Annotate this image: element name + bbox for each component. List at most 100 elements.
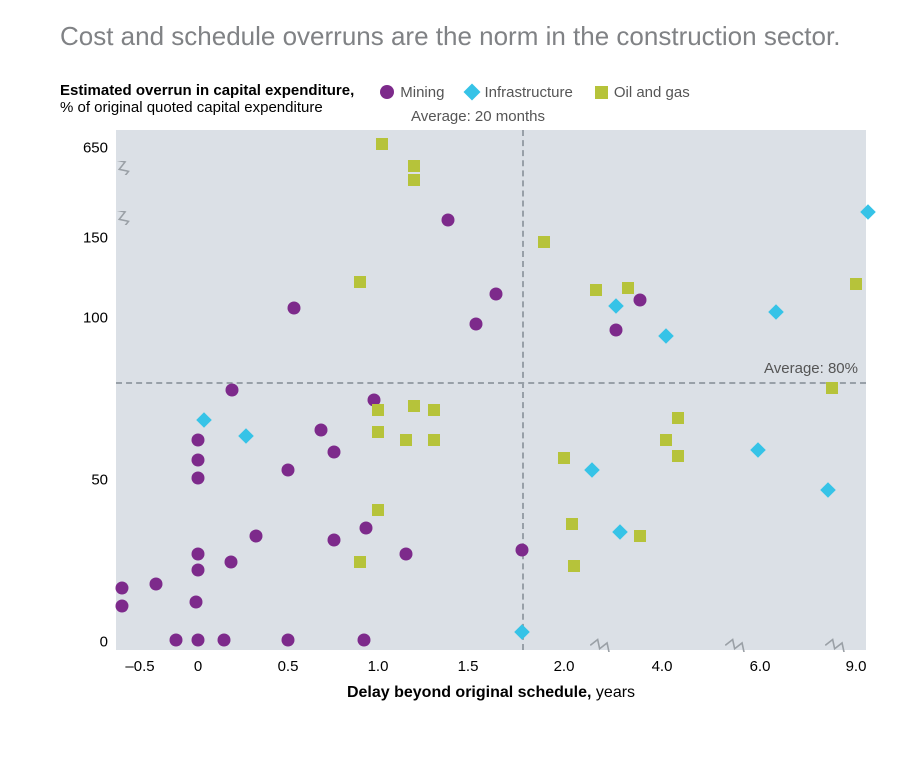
- data-point-oil_gas: [622, 282, 634, 294]
- data-point-oil_gas: [428, 404, 440, 416]
- subtitle-light: % of original quoted capital expenditure: [60, 99, 354, 116]
- x-axis-label: Delay beyond original schedule, years: [116, 684, 866, 702]
- data-point-oil_gas: [372, 404, 384, 416]
- data-point-infrastructure: [661, 330, 672, 341]
- data-point-mining: [315, 423, 328, 436]
- data-point-infrastructure: [241, 430, 252, 441]
- data-point-infrastructure: [611, 300, 622, 311]
- plot-area: Average: 80%: [116, 130, 866, 650]
- data-point-mining: [116, 581, 129, 594]
- data-point-mining: [150, 577, 163, 590]
- x-tick: 4.0: [652, 658, 673, 675]
- axis-break-icon: [825, 638, 847, 652]
- y-tick: 100: [83, 309, 108, 326]
- data-point-infrastructure: [615, 526, 626, 537]
- mining-marker-icon: [380, 85, 394, 99]
- legend-label: Mining: [400, 84, 444, 101]
- data-point-oil_gas: [566, 518, 578, 530]
- data-point-oil_gas: [558, 452, 570, 464]
- data-point-oil_gas: [634, 530, 646, 542]
- data-point-mining: [192, 433, 205, 446]
- subtitle-bold: Estimated overrun in capital expenditure…: [60, 82, 354, 99]
- legend-item-mining: Mining: [380, 84, 444, 101]
- data-point-mining: [116, 599, 129, 612]
- data-point-mining: [282, 633, 295, 646]
- legend-label: Infrastructure: [484, 84, 572, 101]
- data-point-infrastructure: [823, 484, 834, 495]
- data-point-oil_gas: [660, 434, 672, 446]
- data-point-mining: [192, 471, 205, 484]
- data-point-oil_gas: [590, 284, 602, 296]
- data-point-infrastructure: [753, 444, 764, 455]
- data-point-oil_gas: [672, 450, 684, 462]
- x-tick: 1.0: [368, 658, 389, 675]
- data-point-infrastructure: [199, 414, 210, 425]
- x-tick: 1.5: [458, 658, 479, 675]
- data-point-infrastructure: [517, 626, 528, 637]
- data-point-oil_gas: [408, 174, 420, 186]
- data-point-oil_gas: [408, 160, 420, 172]
- data-point-oil_gas: [408, 400, 420, 412]
- x-tick: 0: [194, 658, 202, 675]
- data-point-mining: [328, 533, 341, 546]
- data-point-mining: [250, 529, 263, 542]
- data-point-mining: [225, 555, 238, 568]
- data-point-infrastructure: [587, 464, 598, 475]
- data-point-mining: [400, 547, 413, 560]
- data-point-oil_gas: [850, 278, 862, 290]
- data-point-mining: [610, 323, 623, 336]
- chart-title: Cost and schedule overruns are the norm …: [60, 20, 872, 54]
- x-axis-label-light: years: [591, 684, 635, 701]
- data-point-oil_gas: [400, 434, 412, 446]
- avg-delay-label: Average: 20 months: [411, 108, 545, 125]
- data-point-mining: [470, 317, 483, 330]
- x-tick: 2.0: [554, 658, 575, 675]
- avg-overrun-label: Average: 80%: [764, 360, 858, 377]
- data-point-infrastructure: [771, 306, 782, 317]
- data-point-mining: [192, 563, 205, 576]
- data-point-oil_gas: [826, 382, 838, 394]
- y-tick: 650: [83, 139, 108, 156]
- data-point-mining: [192, 547, 205, 560]
- data-point-mining: [634, 293, 647, 306]
- avg-delay-refline: [522, 130, 524, 650]
- data-point-oil_gas: [354, 276, 366, 288]
- y-axis-subtitle: Estimated overrun in capital expenditure…: [60, 82, 354, 116]
- data-point-oil_gas: [354, 556, 366, 568]
- data-point-mining: [192, 633, 205, 646]
- infrastructure-marker-icon: [464, 84, 481, 101]
- x-tick: 0.5: [278, 658, 299, 675]
- data-point-infrastructure: [863, 206, 874, 217]
- x-tick: 9.0: [846, 658, 867, 675]
- data-point-oil_gas: [672, 412, 684, 424]
- data-point-mining: [218, 633, 231, 646]
- data-point-oil_gas: [372, 504, 384, 516]
- oil_gas-marker-icon: [595, 86, 608, 99]
- data-point-mining: [288, 301, 301, 314]
- data-point-oil_gas: [428, 434, 440, 446]
- x-tick: 6.0: [750, 658, 771, 675]
- data-point-mining: [442, 213, 455, 226]
- data-point-mining: [360, 521, 373, 534]
- x-axis-label-bold: Delay beyond original schedule,: [347, 684, 592, 701]
- data-point-oil_gas: [372, 426, 384, 438]
- data-point-mining: [170, 633, 183, 646]
- axis-break-icon: [112, 161, 134, 175]
- data-point-mining: [192, 453, 205, 466]
- axis-break-icon: [590, 638, 612, 652]
- legend-label: Oil and gas: [614, 84, 690, 101]
- data-point-mining: [328, 445, 341, 458]
- data-point-mining: [190, 595, 203, 608]
- x-tick: –0.5: [125, 658, 154, 675]
- legend: Mining Infrastructure Oil and gas: [380, 82, 689, 101]
- axis-break-icon: [112, 211, 134, 225]
- y-tick: 0: [100, 633, 108, 650]
- data-point-oil_gas: [376, 138, 388, 150]
- data-point-mining: [516, 543, 529, 556]
- legend-item-oil_gas: Oil and gas: [595, 84, 690, 101]
- y-tick: 150: [83, 229, 108, 246]
- data-point-mining: [282, 463, 295, 476]
- y-tick: 50: [91, 471, 108, 488]
- data-point-mining: [226, 383, 239, 396]
- axis-break-icon: [725, 638, 747, 652]
